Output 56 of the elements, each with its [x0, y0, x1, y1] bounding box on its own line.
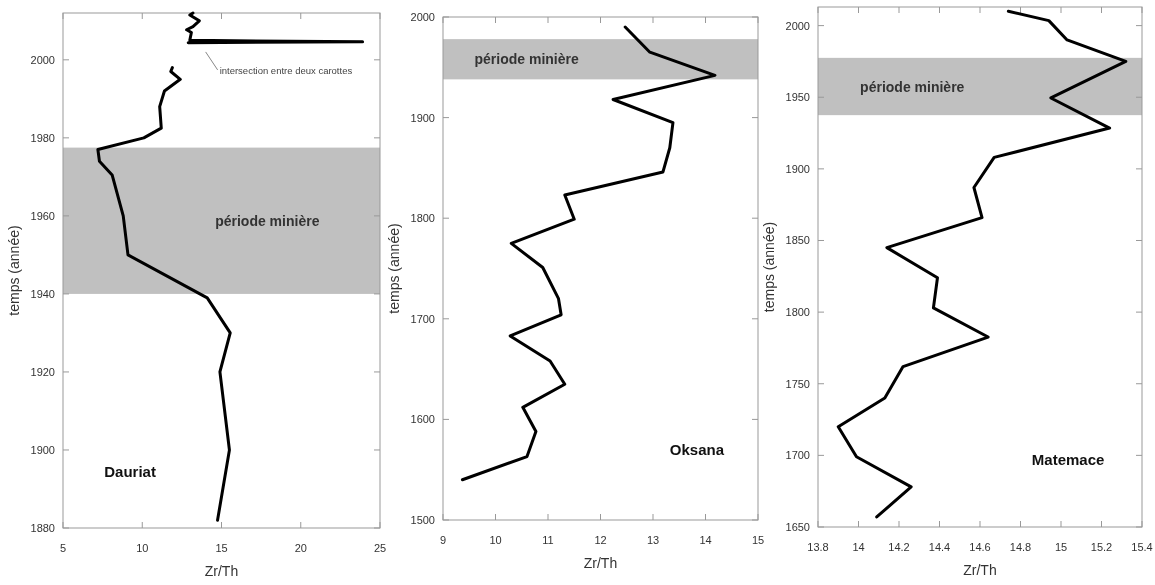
x-axis-title: Zr/Th: [583, 555, 618, 571]
y-tick-label: 1700: [410, 312, 435, 325]
y-tick-label: 1800: [785, 306, 810, 319]
x-tick-label: 15.2: [1090, 541, 1113, 553]
y-tick-label: 1800: [410, 212, 435, 225]
x-tick-label: 15: [751, 534, 765, 546]
x-tick-label: 14: [852, 541, 865, 553]
x-tick-label: 14: [699, 534, 712, 546]
x-tick-label: 15.4: [1131, 541, 1153, 553]
y-tick-label: 1850: [785, 234, 810, 247]
y-tick-label: 1700: [785, 449, 810, 462]
text: Matemace: [1031, 450, 1105, 468]
y-tick-label: 1650: [785, 521, 810, 533]
text: Dauriat: [104, 462, 156, 480]
x-tick-label: 15: [1054, 541, 1068, 553]
y-tick-label: 1600: [410, 413, 435, 426]
x-tick-label: 10: [136, 542, 149, 554]
y-tick-label: 1950: [785, 91, 810, 104]
x-tick-label: 14.4: [928, 541, 951, 553]
x-tick-label: 14.8: [1009, 541, 1032, 553]
x-axis-title: Zr/Th: [204, 563, 239, 579]
x-tick-label: 15: [215, 542, 228, 554]
y-axis-title: temps (année): [6, 225, 22, 316]
y-tick-label: 1940: [30, 287, 55, 300]
x-tick-label: 14.6: [969, 541, 991, 553]
x-tick-label: 9: [439, 534, 447, 546]
x-axis-title: Zr/Th: [963, 562, 997, 578]
x-tick-label: 5: [59, 542, 67, 554]
band-label: période minière: [215, 212, 320, 229]
x-tick-label: 14.2: [888, 541, 910, 553]
x-tick-label: 12: [594, 534, 607, 546]
y-tick-label: 1500: [410, 514, 435, 526]
line-series: [836, 9, 1128, 519]
annotation: intersection entre deux carottes: [219, 64, 353, 76]
y-tick-label: 2000: [785, 19, 810, 32]
y-tick-label: 2000: [410, 11, 435, 23]
x-tick-label: 25: [373, 542, 387, 554]
y-tick-label: 1880: [30, 522, 55, 534]
x-tick-label: 11: [542, 534, 554, 546]
x-tick-label: 13: [646, 534, 660, 546]
y-tick-label: 1750: [785, 377, 810, 390]
y-axis-title: temps (année): [386, 223, 402, 314]
text: Oksana: [669, 440, 725, 458]
x-tick-label: 10: [489, 534, 502, 546]
y-tick-label: 2000: [30, 53, 55, 66]
y-tick-label: 1960: [30, 209, 55, 222]
y-axis-title: temps (année): [761, 221, 777, 313]
y-tick-label: 1980: [30, 131, 55, 144]
y-tick-label: 1900: [410, 111, 435, 124]
x-tick-label: 20: [294, 542, 307, 554]
band-label: période minière: [474, 51, 579, 68]
y-tick-label: 1900: [30, 443, 55, 456]
y-tick-label: 1920: [30, 365, 55, 378]
band-label: période minière: [860, 78, 965, 95]
y-tick-label: 1900: [785, 162, 810, 175]
x-tick-label: 13.8: [807, 541, 829, 553]
